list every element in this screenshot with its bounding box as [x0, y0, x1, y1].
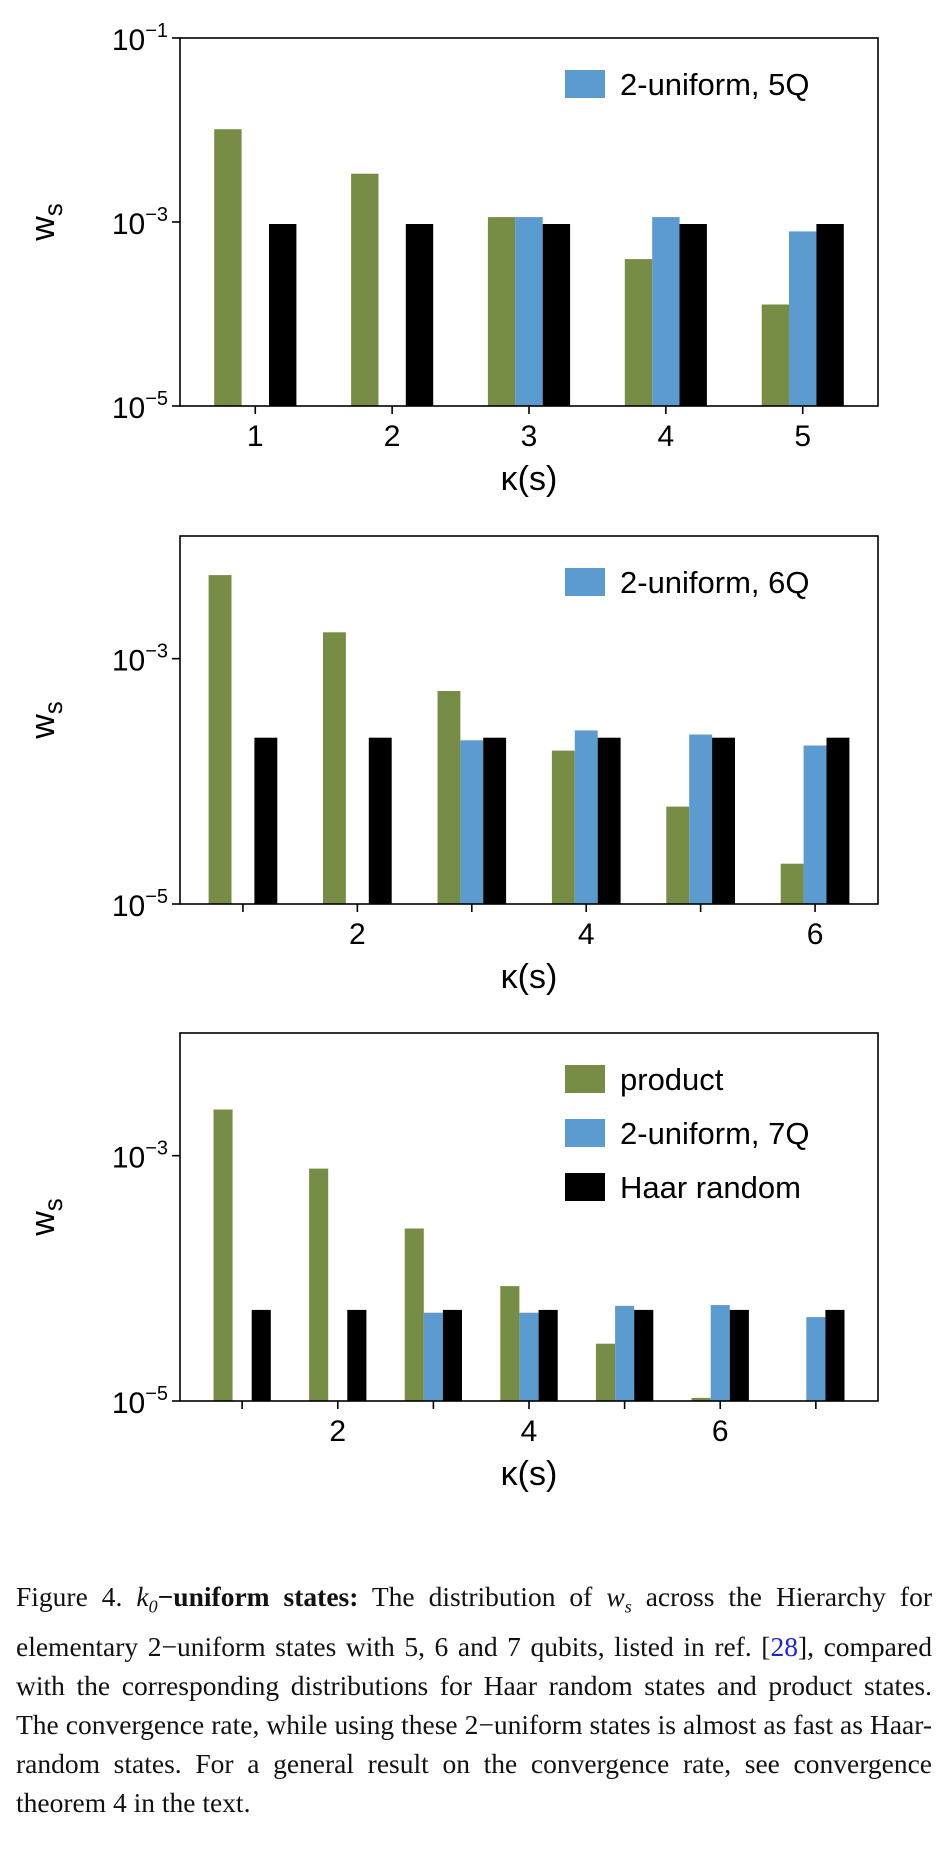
bar-haar-k3: [483, 737, 507, 904]
bar-uniform-k6: [803, 745, 827, 904]
bar-uniform-k7: [806, 1317, 826, 1401]
bar-haar-k4: [538, 1309, 558, 1401]
bar-product-k1: [208, 575, 232, 904]
chart-panel-3: 10−3 10−5 2 4 6 κ(s) ws product 2-uniform, 7Q Haa…: [24, 1032, 879, 1493]
bar-product-k4: [551, 750, 575, 904]
bar-uniform-k4: [574, 730, 598, 904]
x-tick-label: 2: [329, 1415, 346, 1448]
x-tick-label: 6: [807, 918, 824, 951]
caption-title: −uniform states:: [157, 1581, 359, 1612]
x-axis-label: κ(s): [501, 958, 558, 996]
bar-product-k1: [214, 129, 242, 406]
bar-uniform-k5: [689, 734, 713, 904]
legend-label-uniform: 2-uniform, 5Q: [620, 67, 810, 102]
bar-haar-k1: [269, 224, 297, 406]
legend-swatch-uniform: [565, 70, 605, 98]
caption-reference-link[interactable]: 28: [770, 1630, 798, 1662]
bar-uniform-k3: [515, 217, 543, 406]
x-tick-label: 6: [712, 1415, 729, 1448]
bar-haar-k2: [347, 1309, 367, 1401]
bar-product-k4: [624, 259, 653, 406]
bar-product-k3: [487, 217, 516, 406]
bar-haar-k6: [729, 1309, 749, 1401]
figure-caption: Figure 4. k0−uniform states: The distrib…: [16, 1577, 932, 1822]
bar-product-k5: [761, 304, 790, 406]
legend-label-uniform: 2-uniform, 7Q: [620, 1116, 810, 1151]
caption-text-1: The distribution of: [358, 1581, 607, 1612]
legend-label-uniform: 2-uniform, 6Q: [620, 565, 810, 600]
bar-haar-k4: [679, 224, 707, 406]
caption-label: Figure 4.: [16, 1581, 123, 1612]
y-tick-label: 10−5: [112, 886, 168, 923]
bar-uniform-k3: [460, 740, 484, 904]
bar-haar-k2: [368, 737, 392, 904]
legend-swatch-uniform: [565, 1119, 605, 1147]
bar-uniform-k4: [652, 217, 680, 406]
bar-haar-k2: [405, 224, 434, 406]
bar-uniform-k6: [710, 1305, 730, 1401]
bar-haar-k3: [542, 224, 571, 406]
legend-swatch-uniform: [565, 568, 605, 596]
x-tick-label: 2: [349, 918, 366, 951]
legend-label-product: product: [620, 1062, 724, 1097]
legend-swatch-haar: [565, 1173, 605, 1201]
chart-panel-2: 10−3 10−5 2 4 6 κ(s) ws 2-uniform, 6Q: [24, 535, 879, 996]
y-tick-label: 10−3: [112, 1138, 168, 1175]
y-tick-label: 10−5: [112, 388, 168, 425]
bar-product-k4: [500, 1286, 520, 1401]
y-tick-label: 10−5: [112, 1383, 168, 1420]
x-tick-label: 4: [521, 1415, 538, 1448]
x-tick-label: 3: [521, 420, 538, 453]
bar-haar-k3: [442, 1309, 462, 1401]
x-tick-label: 4: [658, 420, 675, 453]
bar-uniform-k4: [519, 1312, 539, 1401]
bar-haar-k1: [254, 737, 278, 904]
bar-haar-k1: [251, 1309, 271, 1401]
x-axis-label: κ(s): [501, 1455, 558, 1493]
caption-text-2: across the Hierarchy for elementary 2−un…: [16, 1581, 932, 1662]
plot-frame: [179, 535, 879, 905]
legend-swatch-product: [565, 1065, 605, 1093]
x-tick-label: 4: [578, 918, 595, 951]
bar-product-k1: [213, 1109, 233, 1401]
caption-text-3: ], compared with the corresponding distr…: [16, 1630, 932, 1818]
bar-product-k2: [323, 632, 346, 904]
x-tick-label: 1: [247, 420, 264, 453]
y-tick-label: 10−1: [112, 20, 168, 57]
bar-product-k2: [351, 173, 379, 406]
y-axis-label: ws: [24, 203, 68, 242]
bar-haar-k4: [597, 737, 621, 904]
y-tick-label: 10−3: [112, 204, 168, 241]
bar-haar-k6: [826, 737, 850, 904]
figure-charts: 10−1 10−3 10−5 1 2 3 4 5 κ(s) ws 2-uniform, 5Q 10−3…: [24, 20, 879, 1493]
bar-uniform-k5: [615, 1305, 635, 1401]
y-tick-label: 10−3: [112, 641, 168, 678]
bar-product-k3: [404, 1228, 424, 1401]
bar-product-k2: [309, 1168, 329, 1401]
bar-product-k5: [666, 806, 690, 904]
caption-k-symbol: k0: [136, 1581, 158, 1617]
y-axis-label: ws: [24, 1198, 68, 1237]
x-axis-label: κ(s): [501, 460, 558, 498]
bar-haar-k7: [825, 1309, 845, 1401]
bar-uniform-k3: [423, 1312, 443, 1401]
bar-product-k6: [691, 1397, 711, 1401]
bar-product-k5: [595, 1343, 615, 1401]
bar-uniform-k5: [789, 231, 817, 406]
x-tick-label: 2: [384, 420, 401, 453]
chart-panel-1: 10−1 10−3 10−5 1 2 3 4 5 κ(s) ws 2-uniform, 5Q: [24, 20, 879, 498]
bar-product-k3: [437, 691, 461, 904]
bar-haar-k5: [712, 737, 735, 904]
bar-haar-k5: [816, 224, 844, 406]
bar-product-k6: [780, 863, 804, 904]
bar-haar-k5: [634, 1309, 654, 1401]
y-axis-label: ws: [24, 701, 68, 740]
x-tick-label: 5: [794, 420, 811, 453]
legend-label-haar: Haar random: [620, 1170, 801, 1205]
caption-w-symbol: ws: [606, 1581, 632, 1617]
